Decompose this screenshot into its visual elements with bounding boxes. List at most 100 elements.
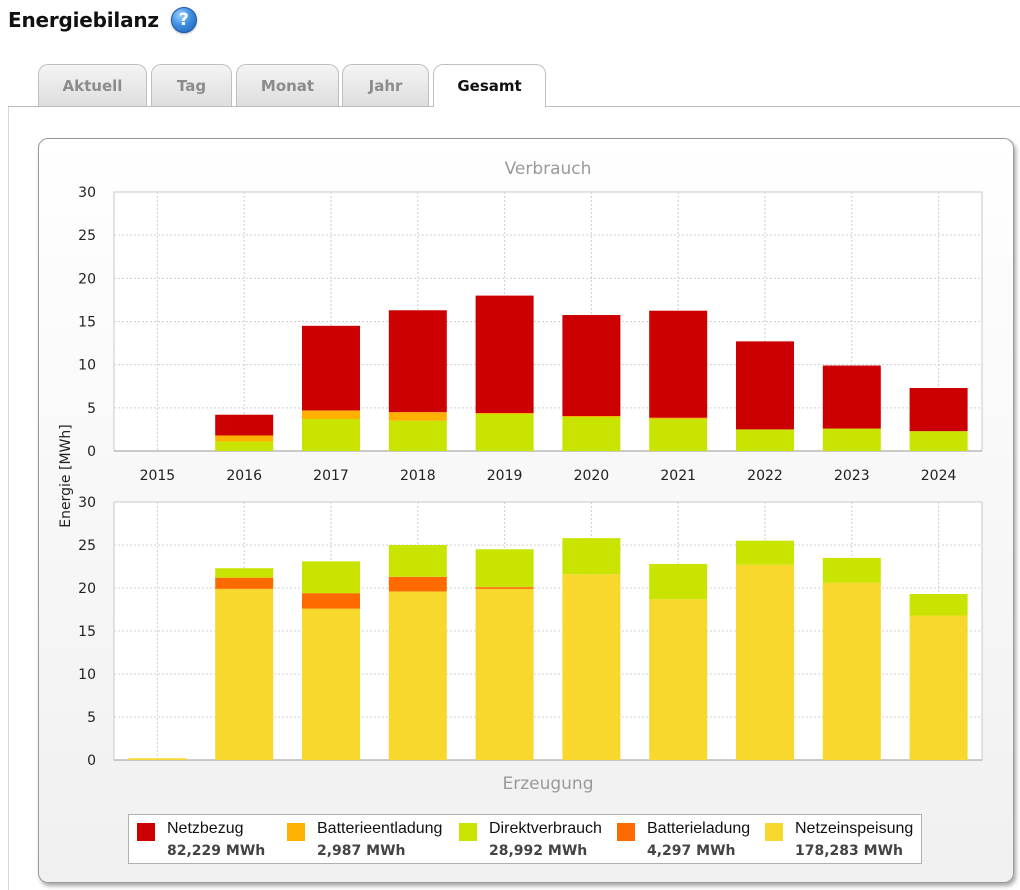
legend-total: 178,283 MWh [795,843,903,859]
bar-segment [736,429,794,451]
legend-total: 28,992 MWh [489,843,588,859]
legend-item-batterieentladung: Batterieentladung 2,987 MWh [279,815,459,863]
legend-label: Direktverbrauch [489,820,602,837]
bar-segment [215,414,274,436]
bar-segment [736,540,794,565]
bar-segment [822,557,881,583]
bar-segment [909,594,968,616]
bar-segment [215,577,274,589]
bar-segment [562,416,621,418]
bar-segment [302,593,360,609]
bar-segment [562,574,621,760]
tab-tag[interactable]: Tag [151,64,232,106]
y-tick-label: 15 [78,624,96,640]
x-tick-label: 2015 [140,468,176,484]
bar-segment [736,564,794,760]
bar-segment [388,412,447,421]
bar-segment [649,563,708,600]
legend-label: Netzbezug [167,820,244,837]
y-axis-label: Energie [MWh] [58,424,74,527]
y-tick-label: 10 [78,667,96,683]
bar-segment [649,417,708,419]
bar-segment [388,576,447,592]
bar-segment [822,582,881,760]
content-border [8,107,9,890]
legend-item-netzeinspeisung: Netzeinspeisung 178,283 MWh [757,815,923,863]
bar-segment [388,420,447,451]
bar-segment [215,568,274,578]
bar-segment [388,545,447,577]
bar-segment [909,387,968,432]
x-tick-label: 2017 [313,468,349,484]
bar-segment [215,588,274,760]
legend-total: 4,297 MWh [647,843,736,859]
bar-segment [822,365,881,429]
y-tick-label: 0 [87,444,96,460]
bar-segment [475,295,534,414]
bar-segment [302,419,360,451]
chart-legend: Netzbezug 82,229 MWh Batterieentladung 2… [128,814,922,864]
y-tick-label: 20 [78,581,96,597]
y-tick-label: 5 [87,710,96,726]
bar-segment [562,315,621,417]
help-icon[interactable]: ? [170,7,197,33]
x-tick-label: 2020 [574,468,610,484]
x-tick-label: 2019 [487,468,523,484]
y-tick-label: 0 [87,753,96,769]
bar-segment [475,588,534,760]
bar-segment [475,413,534,451]
y-tick-label: 10 [78,358,96,374]
x-tick-label: 2023 [834,468,870,484]
bar-segment [388,591,447,760]
x-tick-label: 2021 [660,468,696,484]
tab-jahr[interactable]: Jahr [342,64,429,106]
x-tick-label: 2016 [226,468,262,484]
bar-segment [302,325,360,411]
bar-segment [649,418,708,451]
legend-swatch [459,823,477,841]
tab-aktuell[interactable]: Aktuell [38,64,147,106]
bar-segment [128,758,187,760]
legend-item-batterieladung: Batterieladung 4,297 MWh [609,815,759,863]
legend-total: 82,229 MWh [167,843,266,859]
bar-segment [302,608,360,760]
bar-segment [475,549,534,588]
panel-title: Verbrauch [505,159,592,179]
bar-segment [388,310,447,413]
y-tick-label: 15 [78,315,96,331]
x-tick-label: 2022 [747,468,783,484]
legend-swatch [287,823,305,841]
y-tick-label: 25 [78,228,96,244]
bar-segment [215,435,274,442]
legend-total: 2,987 MWh [317,843,406,859]
bar-segment [909,431,968,451]
y-tick-label: 5 [87,401,96,417]
y-tick-label: 30 [78,495,96,511]
y-tick-label: 25 [78,538,96,554]
bar-segment [215,441,274,451]
tab-gesamt[interactable]: Gesamt [433,64,546,107]
bar-segment [562,538,621,575]
legend-swatch [137,823,155,841]
bar-segment [822,428,881,451]
bar-segment [475,413,534,415]
legend-swatch [617,823,635,841]
legend-label: Netzeinspeisung [795,820,914,837]
bar-segment [302,561,360,594]
tab-monat[interactable]: Monat [236,64,339,106]
page-title: Energiebilanz [8,8,159,32]
x-tick-label: 2024 [921,468,957,484]
bar-segment [562,416,621,451]
panel-title: Erzeugung [502,774,593,794]
x-tick-label: 2018 [400,468,436,484]
legend-label: Batterieentladung [317,820,443,837]
bar-segment [909,615,968,760]
legend-item-direktverbrauch: Direktverbrauch 28,992 MWh [451,815,611,863]
bar-segment [302,410,360,420]
bar-segment [736,341,794,430]
y-tick-label: 30 [78,185,96,201]
bar-segment [649,310,708,418]
y-tick-label: 20 [78,271,96,287]
legend-swatch [765,823,783,841]
